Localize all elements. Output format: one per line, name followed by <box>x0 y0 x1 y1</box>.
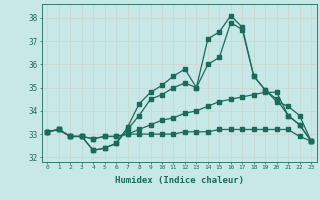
X-axis label: Humidex (Indice chaleur): Humidex (Indice chaleur) <box>115 176 244 185</box>
